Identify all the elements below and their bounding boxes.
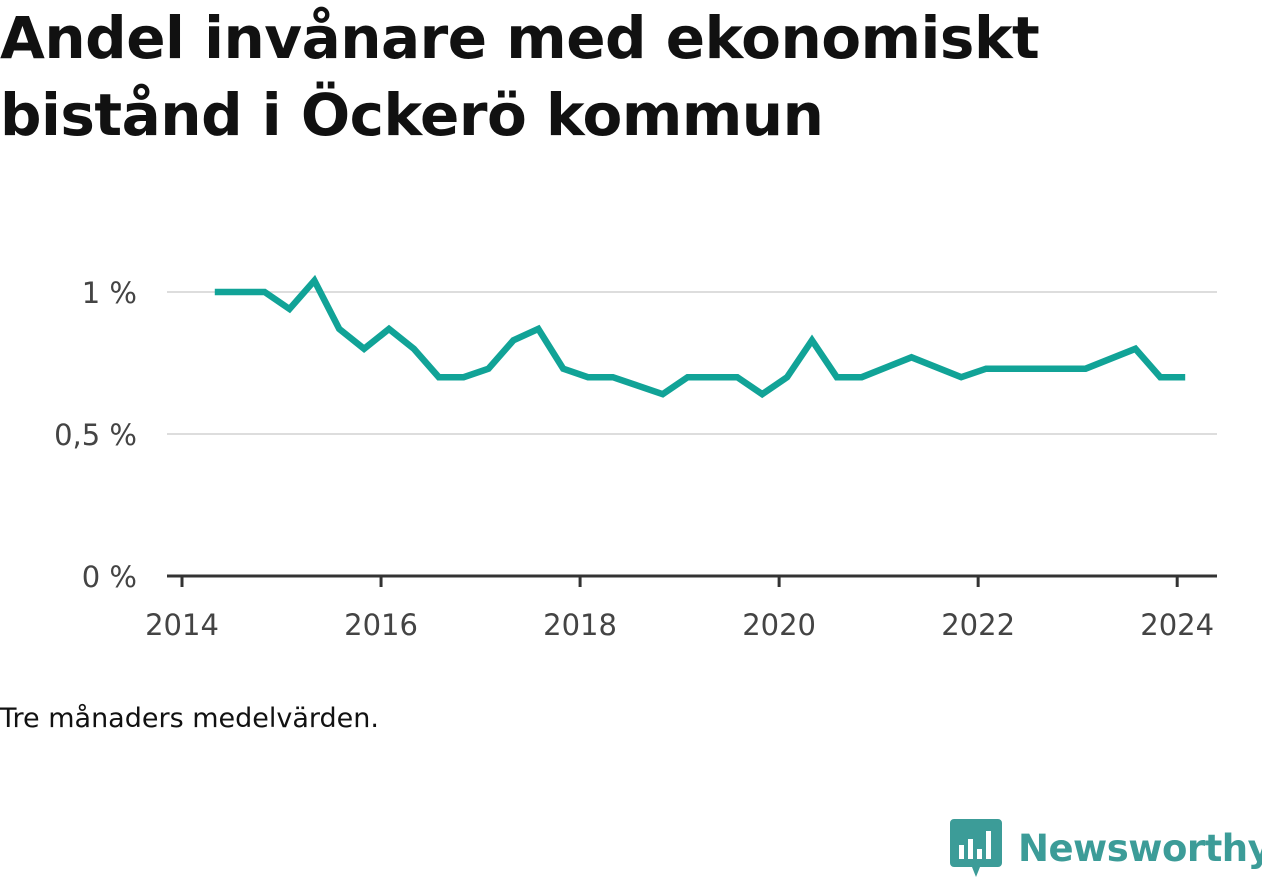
- x-tick-label: 2014: [145, 608, 219, 642]
- brand-name: Newsworthy: [1018, 826, 1262, 870]
- x-axis-labels: 2014 2016 2018 2020 2022 2024: [145, 608, 1214, 642]
- y-tick-label: 0,5 %: [54, 418, 137, 452]
- chart-title: Andel invånare med ekonomiskt bistånd i …: [0, 4, 1040, 149]
- data-series: [214, 274, 1186, 399]
- x-tick-label: 2018: [543, 608, 617, 642]
- gridlines: [167, 291, 1217, 435]
- y-tick-label: 0 %: [82, 560, 137, 594]
- x-tick-label: 2024: [1140, 608, 1214, 642]
- chart-note: Tre månaders medelvärden.: [0, 703, 379, 734]
- x-tick-label: 2020: [742, 608, 816, 642]
- y-tick-label: 1 %: [82, 276, 137, 310]
- x-tick-label: 2022: [941, 608, 1015, 642]
- x-axis: [167, 574, 1217, 587]
- y-axis-labels: 0 % 0,5 % 1 %: [54, 276, 137, 594]
- x-tick-label: 2016: [344, 608, 418, 642]
- newsworthy-brand[interactable]: Newsworthy: [950, 818, 1262, 878]
- newsworthy-logo-icon: [950, 819, 1002, 877]
- line-chart: 0 % 0,5 % 1 % 2014 2016 2018 2020 2022 2024: [54, 274, 1217, 642]
- series-line: [214, 274, 1186, 399]
